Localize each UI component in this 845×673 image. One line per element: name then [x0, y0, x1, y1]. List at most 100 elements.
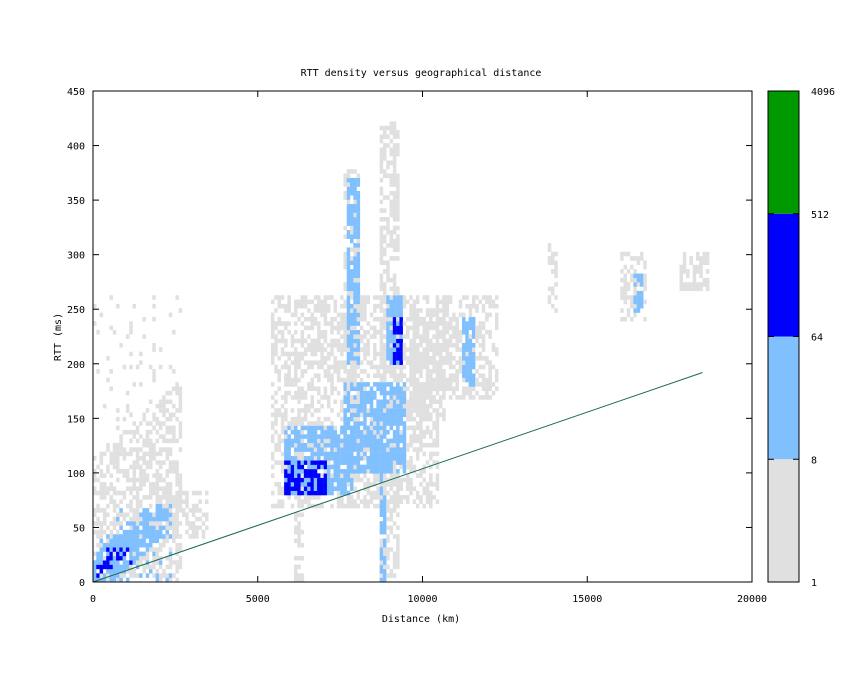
heatmap-cell	[280, 364, 285, 370]
heatmap-cell	[409, 469, 413, 474]
heatmap-cell	[320, 403, 324, 409]
heatmap-cell	[119, 343, 123, 348]
heatmap-cell	[165, 529, 169, 535]
heatmap-cell	[702, 277, 707, 283]
heatmap-cell	[178, 560, 183, 565]
heatmap-cell	[96, 564, 100, 570]
heatmap-cell	[343, 338, 347, 344]
heatmap-cell	[310, 477, 314, 483]
heatmap-cell	[396, 416, 400, 422]
heatmap-cell	[297, 469, 301, 474]
heatmap-cell	[96, 477, 100, 483]
heatmap-cell	[343, 321, 347, 326]
heatmap-cell	[310, 386, 314, 392]
heatmap-cell	[96, 534, 100, 539]
heatmap-cell	[294, 416, 298, 422]
heatmap-cell	[445, 347, 450, 352]
heatmap-cell	[386, 221, 390, 226]
heatmap-cell	[429, 325, 433, 331]
heatmap-cell	[379, 455, 384, 461]
heatmap-cell	[382, 490, 387, 496]
heatmap-cell	[389, 177, 394, 183]
heatmap-cell	[353, 225, 357, 231]
heatmap-cell	[346, 299, 351, 305]
heatmap-cell	[409, 425, 413, 431]
heatmap-cell	[382, 477, 387, 483]
heatmap-cell	[129, 538, 133, 544]
heatmap-cell	[317, 503, 321, 509]
heatmap-cell	[422, 386, 426, 392]
heatmap-cell	[392, 316, 397, 322]
heatmap-cell	[353, 447, 357, 452]
heatmap-cell	[106, 577, 110, 583]
heatmap-cell	[399, 486, 403, 491]
heatmap-cell	[106, 560, 110, 565]
heatmap-cell	[471, 329, 476, 335]
heatmap-cell	[320, 486, 324, 491]
heatmap-cell	[639, 282, 644, 287]
heatmap-cell	[320, 421, 324, 426]
heatmap-cell	[399, 360, 403, 365]
heatmap-cell	[363, 429, 367, 435]
heatmap-cell	[93, 486, 97, 491]
heatmap-cell	[172, 469, 176, 474]
heatmap-cell	[99, 573, 104, 578]
heatmap-cell	[402, 299, 407, 305]
heatmap-cell	[682, 260, 687, 266]
heatmap-cell	[359, 312, 364, 318]
heatmap-cell	[168, 573, 173, 578]
heatmap-cell	[346, 477, 351, 483]
heatmap-cell	[396, 182, 400, 187]
heatmap-cell	[363, 343, 367, 348]
heatmap-cell	[313, 321, 318, 326]
heatmap-cell	[350, 460, 354, 465]
heatmap-cell	[132, 521, 137, 526]
heatmap-cell	[435, 408, 440, 413]
heatmap-cell	[330, 382, 334, 387]
heatmap-cell	[112, 499, 117, 504]
heatmap-cell	[350, 473, 354, 478]
heatmap-cell	[313, 425, 318, 431]
heatmap-cell	[359, 295, 364, 300]
heatmap-cell	[122, 455, 127, 461]
heatmap-cell	[373, 347, 377, 352]
heatmap-cell	[175, 512, 179, 518]
heatmap-cell	[356, 243, 361, 248]
heatmap-cell	[379, 547, 384, 552]
heatmap-cell	[386, 438, 390, 444]
heatmap-cell	[356, 351, 361, 357]
heatmap-cell	[359, 360, 364, 365]
heatmap-cell	[125, 534, 130, 539]
heatmap-cell	[363, 499, 367, 504]
heatmap-cell	[356, 360, 361, 365]
heatmap-cell	[277, 299, 282, 305]
heatmap-cell	[149, 568, 153, 574]
heatmap-cell	[343, 486, 347, 491]
heatmap-cell	[455, 360, 459, 365]
heatmap-cell	[129, 551, 133, 557]
heatmap-cell	[415, 356, 420, 361]
heatmap-cell	[317, 490, 321, 496]
heatmap-cell	[142, 442, 146, 448]
heatmap-cell	[277, 486, 282, 491]
heatmap-cell	[356, 408, 361, 413]
heatmap-cell	[350, 256, 354, 261]
heatmap-cell	[162, 495, 166, 500]
heatmap-cell	[366, 382, 370, 387]
heatmap-cell	[178, 434, 183, 439]
heatmap-cell	[294, 477, 298, 483]
heatmap-cell	[310, 382, 314, 387]
heatmap-cell	[695, 251, 700, 257]
heatmap-cell	[142, 516, 146, 522]
heatmap-cell	[343, 299, 347, 305]
heatmap-cell	[152, 486, 156, 491]
heatmap-cell	[129, 438, 133, 444]
heatmap-cell	[287, 486, 291, 491]
heatmap-cell	[422, 429, 426, 435]
heatmap-cell	[310, 473, 314, 478]
heatmap-cell	[346, 308, 351, 313]
heatmap-cell	[350, 395, 354, 400]
heatmap-cell	[488, 386, 492, 392]
heatmap-cell	[320, 482, 324, 487]
heatmap-cell	[396, 534, 400, 539]
